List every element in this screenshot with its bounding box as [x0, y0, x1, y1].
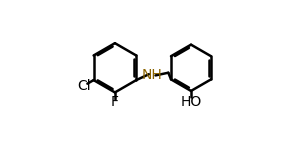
Text: NH: NH	[142, 68, 163, 82]
Text: F: F	[111, 95, 119, 109]
Text: HO: HO	[181, 95, 202, 109]
Text: Cl: Cl	[77, 79, 91, 93]
